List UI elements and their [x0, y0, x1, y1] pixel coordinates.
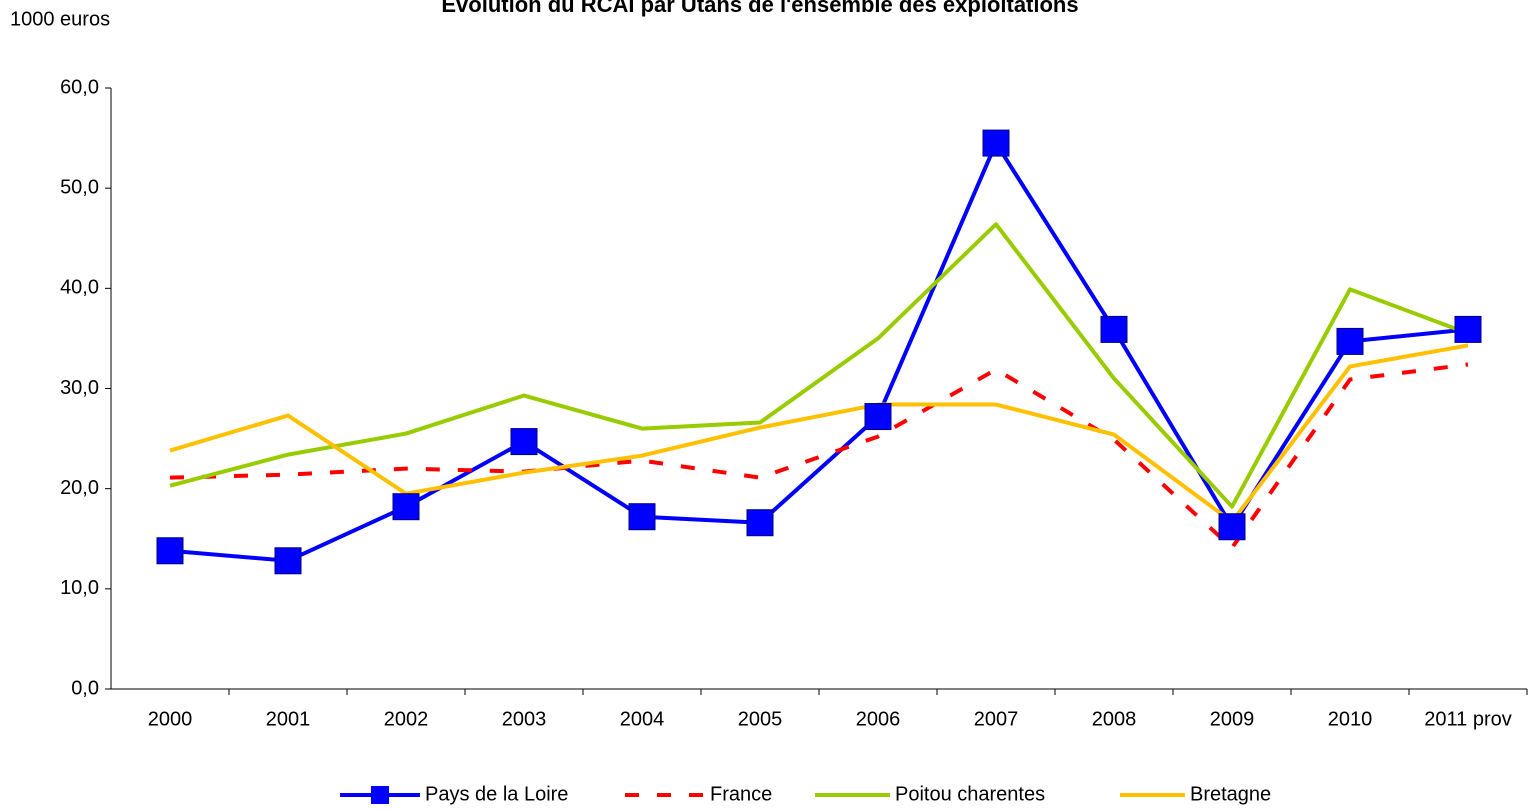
- chart-title: Evolution du RCAI par Utans de l'ensembl…: [441, 0, 1078, 17]
- series-line: [169, 362, 1469, 550]
- marker: [510, 428, 538, 456]
- legend-label: Pays de la Loire: [425, 783, 568, 805]
- x-tick-label: 2003: [502, 708, 547, 730]
- y-tick-label: 30,0: [60, 377, 99, 399]
- x-tick-label: 2001: [266, 708, 311, 730]
- x-tick-label: 2006: [856, 708, 901, 730]
- marker: [628, 503, 656, 531]
- legend-label: Poitou charentes: [895, 783, 1045, 805]
- x-tick-label: 2010: [1328, 708, 1373, 730]
- x-tick-label: 2002: [384, 708, 429, 730]
- y-tick-label: 10,0: [60, 577, 99, 599]
- x-tick-label: 2005: [738, 708, 783, 730]
- legend-marker: [371, 786, 389, 804]
- x-tick-label: 2004: [620, 708, 665, 730]
- x-tick-label: 2011 prov: [1424, 708, 1511, 730]
- legend-label: France: [710, 783, 772, 805]
- y-tick-label: 40,0: [60, 277, 99, 299]
- x-tick-label: 2000: [148, 708, 193, 730]
- marker: [864, 403, 892, 431]
- marker: [274, 547, 302, 575]
- series-line: [169, 343, 1469, 524]
- x-tick-label: 2007: [974, 708, 1019, 730]
- marker: [982, 129, 1010, 157]
- marker: [392, 493, 420, 521]
- y-tick-label: 20,0: [60, 477, 99, 499]
- series-line: [169, 222, 1469, 509]
- marker: [746, 509, 774, 537]
- x-tick-label: 2009: [1210, 708, 1255, 730]
- x-tick-label: 2008: [1092, 708, 1137, 730]
- y-tick-label: 60,0: [60, 76, 99, 98]
- marker: [156, 537, 184, 565]
- y-tick-label: 50,0: [60, 176, 99, 198]
- y-axis-label: 1000 euros: [10, 8, 110, 30]
- marker: [1218, 513, 1246, 541]
- marker: [1336, 327, 1364, 355]
- marker: [1100, 315, 1128, 343]
- series-line: [169, 141, 1469, 563]
- marker: [1454, 315, 1482, 343]
- y-tick-label: 0,0: [71, 677, 99, 699]
- legend-label: Bretagne: [1190, 783, 1271, 805]
